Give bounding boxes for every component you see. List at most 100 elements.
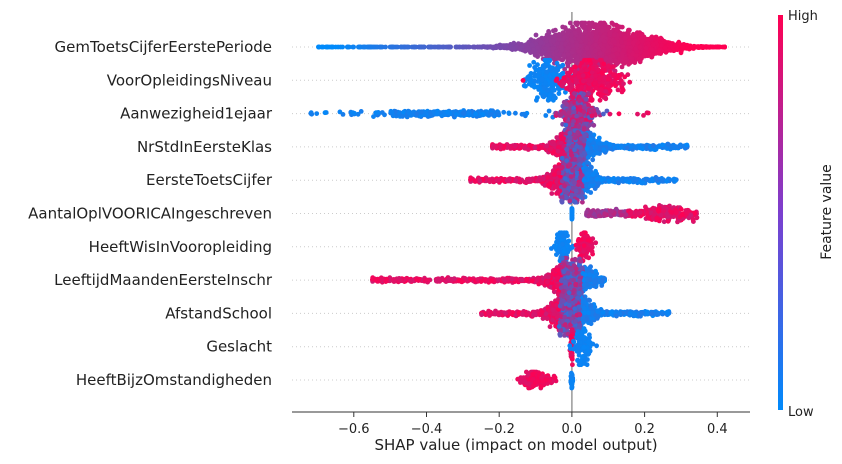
- shap-point: [411, 44, 417, 50]
- shap-point: [561, 75, 567, 81]
- shap-point: [547, 92, 552, 98]
- shap-point: [662, 45, 668, 51]
- shap-point: [589, 113, 595, 119]
- shap-point: [680, 45, 685, 50]
- shap-point: [527, 63, 532, 68]
- shap-point: [590, 65, 596, 71]
- shap-point: [622, 74, 628, 80]
- shap-point: [586, 51, 591, 56]
- shap-point: [579, 84, 585, 90]
- shap-point: [616, 111, 622, 117]
- shap-point: [565, 52, 571, 57]
- shap-point: [543, 113, 549, 118]
- shap-point: [633, 46, 638, 52]
- shap-point: [541, 94, 547, 100]
- shap-point: [579, 117, 585, 123]
- shap-point: [410, 111, 415, 117]
- shap-point: [601, 47, 607, 53]
- shap-point: [546, 108, 552, 114]
- shap-point: [560, 57, 566, 63]
- shap-point: [355, 111, 361, 117]
- shap-point: [608, 59, 613, 64]
- shap-point: [400, 114, 405, 119]
- shap-point: [548, 65, 554, 71]
- shap-point: [570, 43, 576, 49]
- shap-point: [496, 44, 502, 50]
- shap-point: [399, 44, 404, 50]
- shap-point: [572, 91, 577, 96]
- shap-point: [657, 48, 662, 53]
- shap-point: [607, 30, 613, 36]
- shap-point: [428, 44, 434, 50]
- shap-point: [544, 69, 550, 75]
- shap-point: [607, 111, 613, 117]
- shap-point: [622, 35, 628, 41]
- shap-point: [613, 83, 618, 89]
- shap-point: [556, 91, 562, 96]
- shap-point: [581, 78, 586, 84]
- shap-point: [593, 85, 599, 91]
- shap-point: [606, 83, 612, 89]
- shap-point: [390, 44, 395, 50]
- shap-point: [672, 43, 678, 48]
- shap-point: [587, 26, 592, 32]
- shap-point: [574, 113, 579, 119]
- shap-point: [453, 44, 459, 50]
- shap-point: [595, 25, 600, 30]
- shap-point: [627, 48, 633, 54]
- shap-point: [553, 95, 558, 101]
- shap-point: [576, 74, 582, 80]
- shap-point: [404, 44, 410, 50]
- shap-point: [627, 79, 633, 85]
- shap-point: [333, 44, 339, 50]
- shap-point: [533, 32, 539, 38]
- shap-point: [473, 111, 479, 117]
- shap-point: [572, 64, 578, 70]
- shap-point: [592, 48, 598, 54]
- shap-point: [367, 44, 373, 50]
- shap-point: [593, 73, 598, 78]
- shap-point: [418, 109, 424, 115]
- shap-point: [630, 40, 636, 46]
- shap-point: [565, 30, 571, 36]
- shap-point: [641, 113, 646, 118]
- shap-point: [553, 68, 559, 73]
- shap-point: [579, 68, 584, 74]
- shap-point: [531, 71, 537, 77]
- shap-point: [503, 44, 509, 49]
- shap-point: [589, 97, 594, 103]
- shap-point: [434, 111, 440, 117]
- shap-point: [587, 122, 593, 128]
- shap-point: [645, 110, 651, 116]
- shap-point: [633, 53, 639, 58]
- shap-point: [560, 24, 566, 30]
- shap-point: [574, 22, 580, 28]
- shap-point: [648, 47, 654, 52]
- shap-point: [707, 45, 712, 50]
- shap-point: [606, 24, 612, 30]
- shap-point: [593, 29, 599, 34]
- shap-point: [466, 110, 472, 116]
- shap-point: [556, 32, 562, 37]
- shap-point: [324, 44, 330, 50]
- shap-point: [356, 44, 362, 50]
- shap-point: [521, 111, 527, 117]
- shap-point: [652, 35, 658, 41]
- shap-point: [350, 44, 356, 50]
- shap-point: [592, 42, 598, 48]
- shap-point: [461, 111, 467, 116]
- shap-point: [543, 46, 548, 51]
- shap-point: [558, 112, 564, 117]
- shap-point: [467, 44, 472, 50]
- shap-point: [610, 53, 616, 59]
- shap-point: [350, 110, 356, 115]
- shap-point: [590, 108, 595, 114]
- shap-point: [615, 87, 621, 93]
- shap-point: [586, 91, 591, 96]
- shap-point: [606, 63, 611, 69]
- shap-point: [550, 87, 556, 92]
- shap-point: [570, 24, 575, 30]
- shap-point: [650, 42, 656, 48]
- shap-point: [599, 20, 604, 26]
